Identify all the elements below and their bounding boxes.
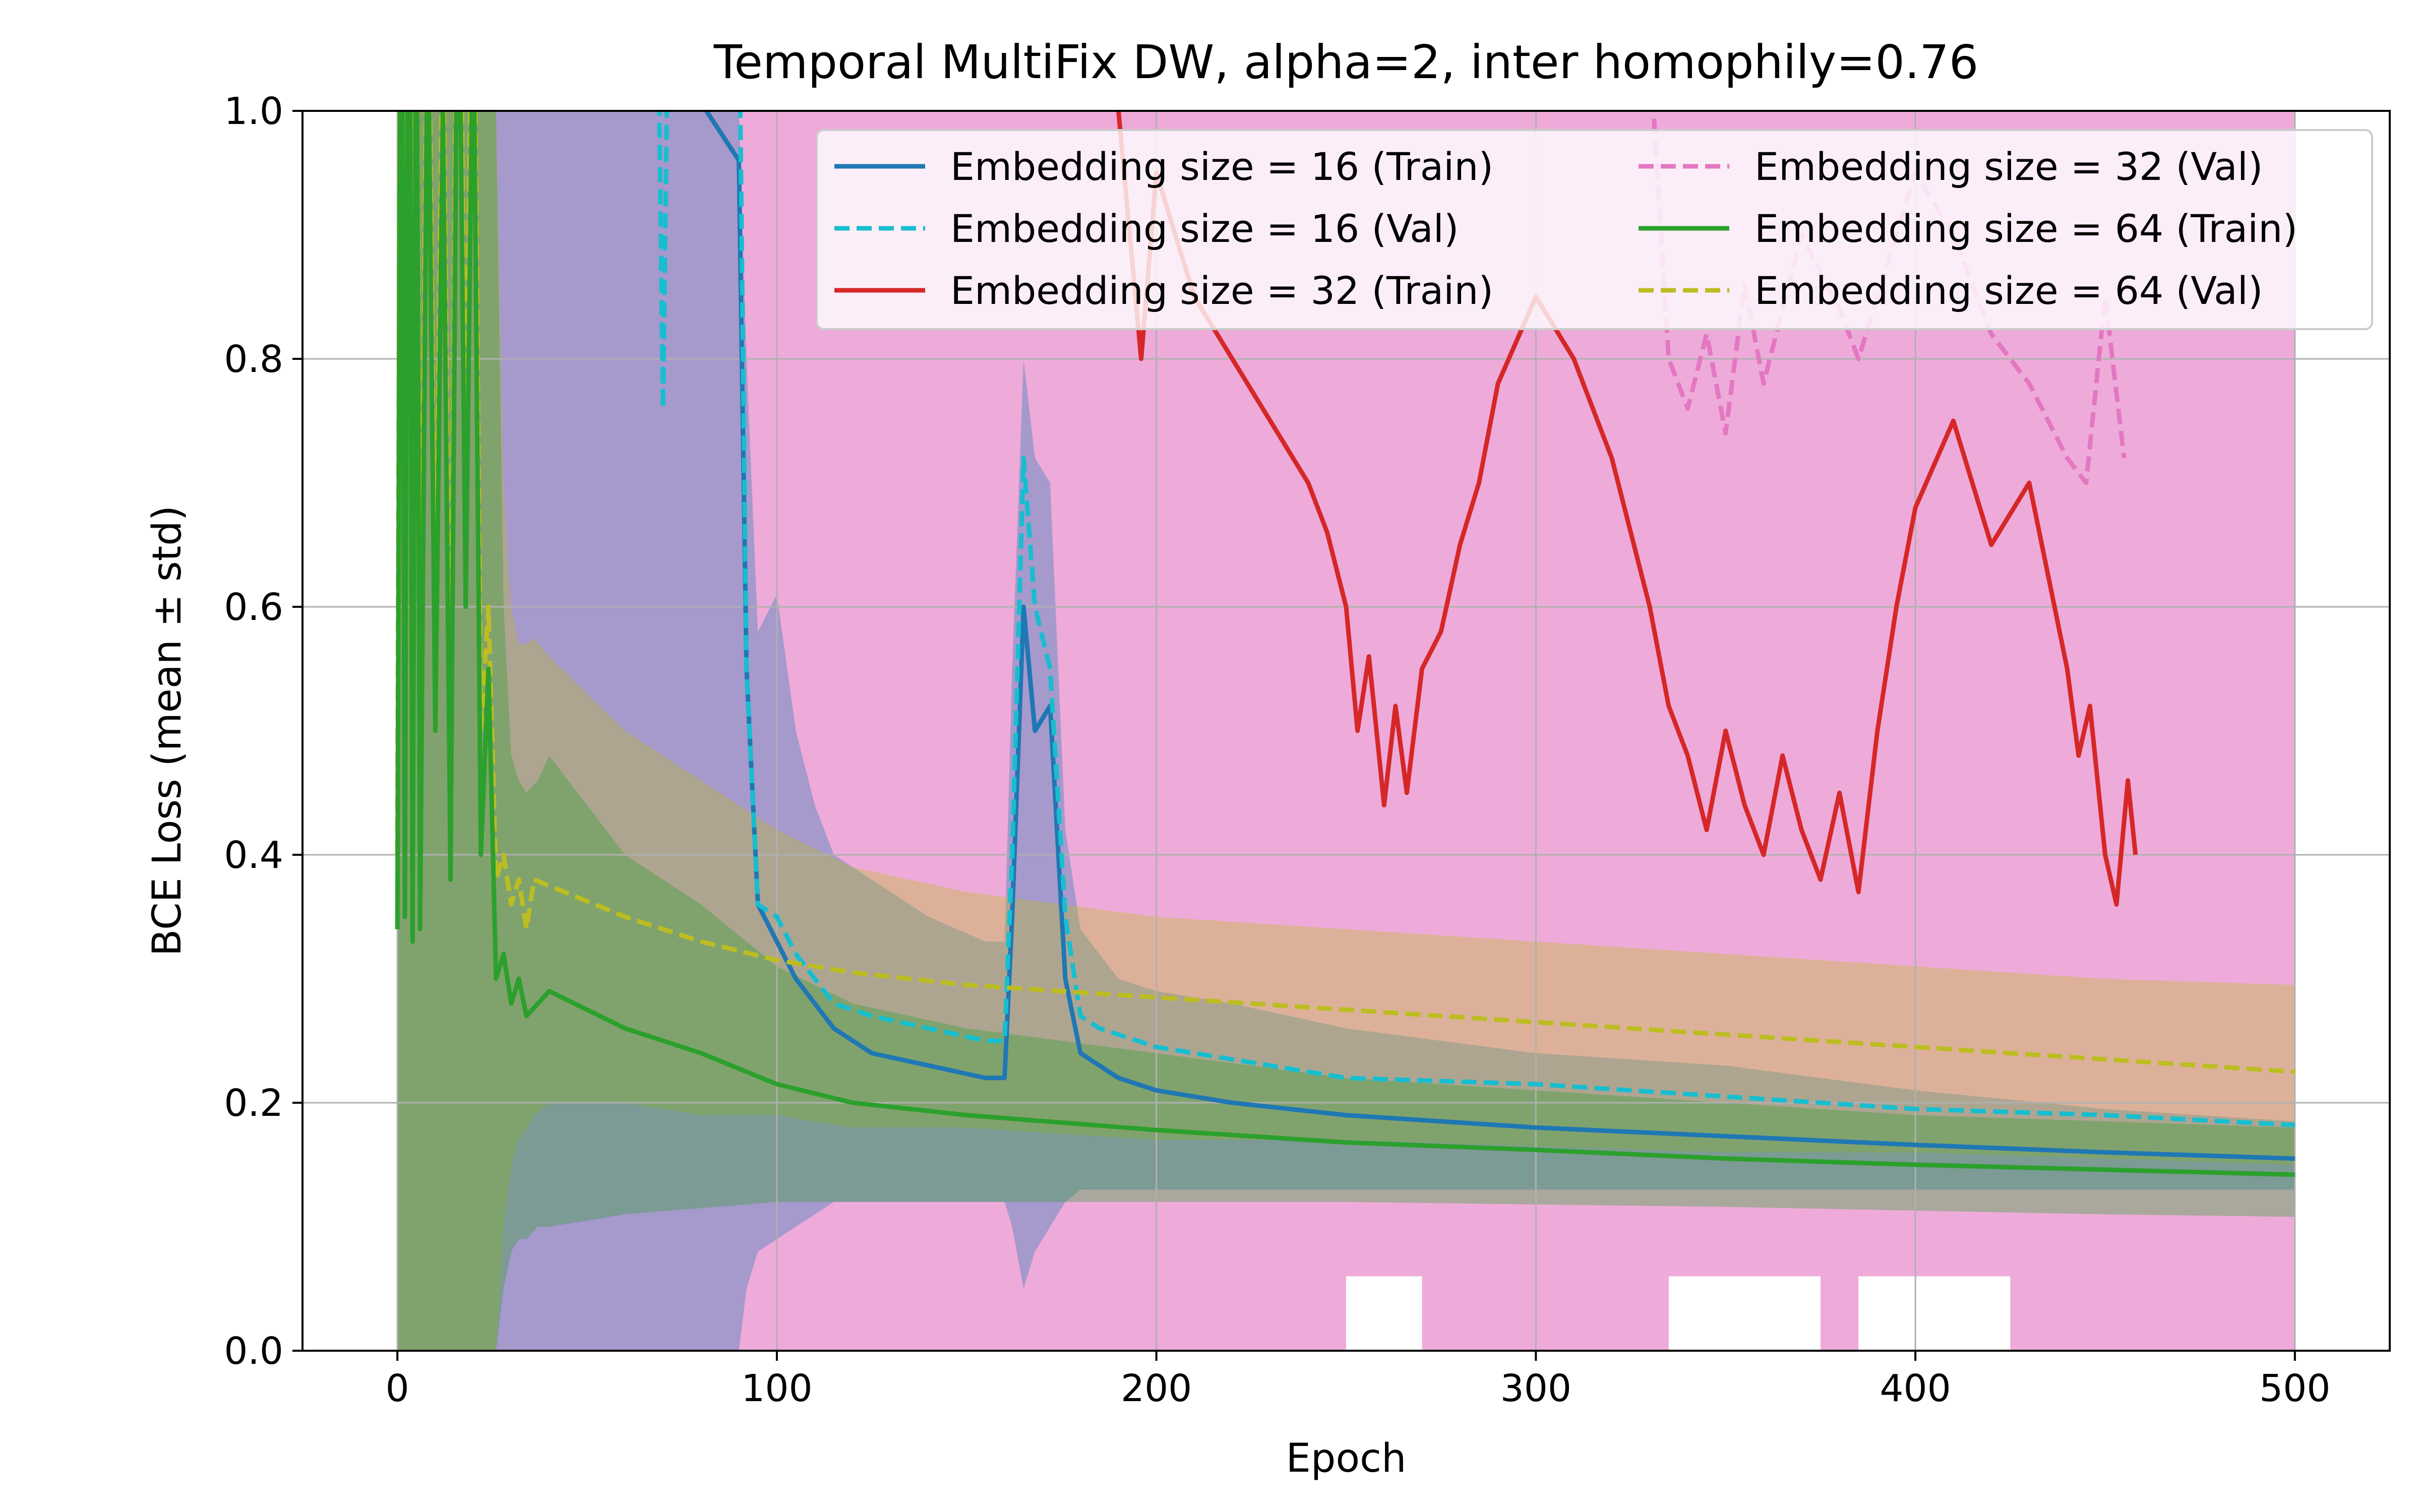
legend-label: Embedding size = 16 (Val) [950, 206, 1459, 251]
legend-label: Embedding size = 32 (Val) [1754, 144, 2263, 189]
legend-box [816, 129, 2373, 330]
x-tick-label: 100 [741, 1367, 812, 1410]
axis-ticks: 0 100 200 300 400 500 0.0 0.2 0.4 0.6 0.8 1.0 [224, 90, 2330, 1410]
series-lines [395, 111, 2295, 1177]
x-tick-label: 300 [1500, 1367, 1571, 1410]
y-tick-label: 0.4 [224, 834, 283, 877]
y-tick-label: 1.0 [224, 90, 283, 133]
legend-label: Embedding size = 64 (Train) [1754, 206, 2297, 251]
band-embedding-32 [397, 111, 2295, 1351]
y-tick-label: 0.2 [224, 1082, 283, 1125]
std-bands [397, 111, 2295, 1351]
axes-frame [301, 110, 2391, 1352]
x-tick-label: 500 [2259, 1367, 2330, 1410]
legend: Embedding size = 16 (Train) Embedding siz… [816, 129, 2373, 330]
chart-title: Temporal MultiFix DW, alpha=2, inter hom… [713, 35, 1979, 89]
x-tick-label: 200 [1121, 1367, 1192, 1410]
line-series-4 [395, 111, 2295, 1177]
line-series-3 [1651, 111, 2127, 485]
band-series-0 [397, 111, 2295, 1351]
band-series-4 [397, 111, 2295, 1351]
line-series-2 [1115, 111, 2138, 907]
y-axis-label: BCE Loss (mean ± std) [145, 506, 190, 956]
legend-label: Embedding size = 16 (Train) [950, 144, 1493, 189]
legend-label: Embedding size = 32 (Train) [950, 268, 1493, 313]
y-tick-label: 0.0 [224, 1330, 283, 1373]
y-tick-label: 0.6 [224, 586, 283, 629]
band-series-5 [397, 111, 2295, 1351]
x-tick-label: 0 [386, 1367, 409, 1410]
y-tick-label: 0.8 [224, 338, 283, 381]
line-series-1 [657, 111, 2295, 1127]
x-tick-label: 400 [1880, 1367, 1951, 1410]
x-axis-label: Epoch [1286, 1436, 1407, 1481]
legend-label: Embedding size = 64 (Val) [1754, 268, 2263, 313]
